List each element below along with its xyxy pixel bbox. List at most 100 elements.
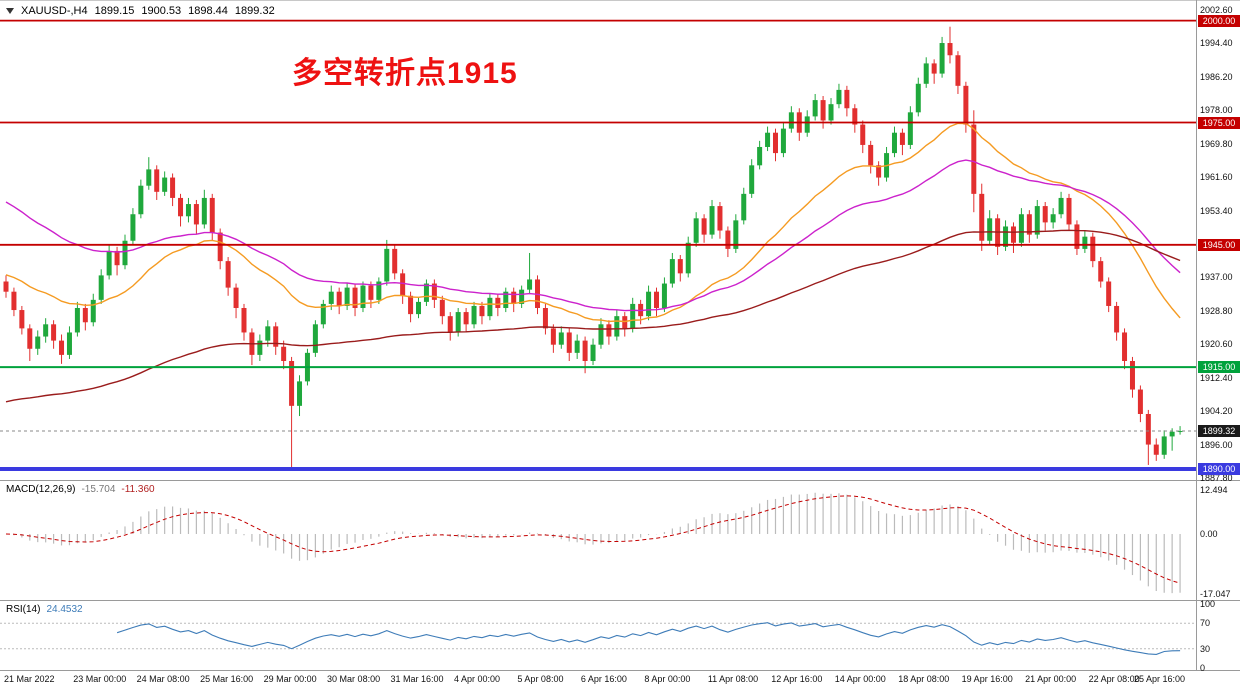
candle xyxy=(987,210,993,245)
ohlc-low-value: 1898.44 xyxy=(188,5,228,17)
candle xyxy=(471,301,477,329)
candle xyxy=(574,334,580,359)
axis-tick-label: 100 xyxy=(1200,599,1216,609)
candle xyxy=(558,326,564,349)
macd-layer xyxy=(5,492,1181,594)
time-axis-label: 30 Mar 08:00 xyxy=(327,674,381,684)
candle xyxy=(1090,232,1096,268)
ma-mid-line xyxy=(5,159,1181,312)
candle xyxy=(1106,277,1112,313)
ohlc-close-value: 1899.32 xyxy=(234,5,275,17)
candle xyxy=(360,281,366,313)
candle xyxy=(1026,210,1032,243)
candle xyxy=(273,322,279,355)
candle xyxy=(312,320,318,357)
rsi-value: 24.4532 xyxy=(46,604,83,615)
axis-tick-label: 1937.00 xyxy=(1200,272,1233,283)
candle xyxy=(860,120,866,154)
candle xyxy=(788,106,794,133)
candle xyxy=(661,277,667,313)
axis-tick-label: 1953.40 xyxy=(1200,205,1233,216)
candle xyxy=(487,293,493,321)
candle xyxy=(241,303,247,341)
time-axis-label: 31 Mar 16:00 xyxy=(390,674,444,684)
candle xyxy=(955,51,961,94)
candle xyxy=(336,287,342,315)
candle xyxy=(876,161,882,186)
candle xyxy=(320,299,326,329)
candle xyxy=(1169,428,1175,451)
price-level-badge: 1915.00 xyxy=(1198,361,1240,374)
candle xyxy=(741,187,747,225)
candle xyxy=(868,140,874,174)
time-axis-label: 22 Apr 08:00 xyxy=(1088,674,1140,684)
time-axis-label: 18 Apr 08:00 xyxy=(898,674,950,684)
candle xyxy=(1137,385,1143,423)
axis-tick-label: 1969.80 xyxy=(1200,138,1233,149)
axis-tick-label: 70 xyxy=(1200,618,1211,629)
candle xyxy=(1098,257,1104,288)
candle xyxy=(614,310,620,341)
candle xyxy=(709,199,715,239)
ohlc-toggle-icon[interactable] xyxy=(6,8,14,14)
candle xyxy=(217,228,223,270)
candle xyxy=(527,252,533,294)
time-axis-label: 12 Apr 16:00 xyxy=(771,674,823,684)
candle xyxy=(249,328,255,366)
axis-tick-label: 0 xyxy=(1200,663,1206,673)
candle xyxy=(939,36,945,78)
ohlc-high-value: 1900.53 xyxy=(141,5,182,17)
time-axis-label: 5 Apr 08:00 xyxy=(517,674,564,684)
ma-fast-line xyxy=(5,122,1181,323)
candle xyxy=(1153,438,1159,461)
candle xyxy=(1074,220,1080,256)
candle xyxy=(542,303,548,335)
price-level-badge: 1890.00 xyxy=(1198,463,1240,476)
candle xyxy=(178,193,184,227)
candle xyxy=(106,244,112,280)
candle xyxy=(590,338,596,366)
candle xyxy=(11,287,17,317)
axis-tick-label: 1928.80 xyxy=(1200,305,1233,316)
candle xyxy=(931,59,937,84)
candle xyxy=(344,283,350,311)
time-axis-label: 8 Apr 00:00 xyxy=(644,674,691,684)
time-axis-label: 21 Mar 2022 xyxy=(4,674,55,684)
candle xyxy=(1058,191,1064,219)
candle xyxy=(265,320,271,347)
time-axis-label: 24 Mar 08:00 xyxy=(136,674,190,684)
candle xyxy=(233,283,239,319)
rsi-name: RSI(14) xyxy=(6,604,41,615)
macd-indicator-label: MACD(12,26,9) -15.704 -11.360 xyxy=(6,484,155,495)
time-axis-label: 4 Apr 00:00 xyxy=(453,674,501,684)
time-axis[interactable]: 21 Mar 2022 23 Mar 00:00 24 Mar 08:00 25 Ma… xyxy=(0,672,1240,690)
candle xyxy=(765,126,771,152)
candle xyxy=(915,77,921,117)
candle xyxy=(447,312,453,341)
candle xyxy=(114,246,120,276)
candle xyxy=(19,305,25,335)
candle xyxy=(820,96,826,129)
candle xyxy=(899,128,905,156)
candle xyxy=(622,312,628,337)
candle xyxy=(598,318,604,349)
candle xyxy=(90,293,96,327)
candle xyxy=(757,140,763,170)
candle xyxy=(884,146,890,182)
time-axis-label: 23 Mar 00:00 xyxy=(73,674,127,684)
candle xyxy=(566,328,572,361)
candle xyxy=(193,199,199,235)
candle xyxy=(74,301,80,337)
candle xyxy=(463,308,469,333)
candle xyxy=(281,340,287,370)
price-axis[interactable]: 2002.60 1994.40 1986.20 1978.00 1969.80 1961.… xyxy=(1198,0,1240,673)
candle xyxy=(416,297,422,319)
candle xyxy=(185,197,191,223)
candle xyxy=(392,244,398,280)
axis-tick-label: 2002.60 xyxy=(1200,5,1233,15)
candle xyxy=(154,165,160,200)
candle xyxy=(1145,409,1151,465)
candle xyxy=(289,356,295,468)
